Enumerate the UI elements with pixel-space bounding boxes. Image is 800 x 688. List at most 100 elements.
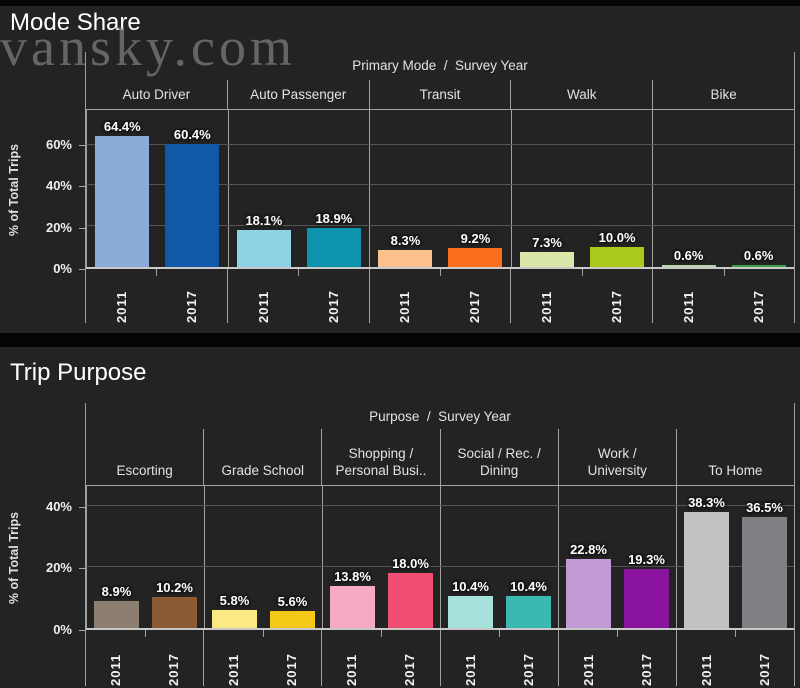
bar[interactable] bbox=[448, 596, 493, 628]
bar-value-label: 10.4% bbox=[510, 579, 547, 595]
year-slot: 2011 bbox=[236, 269, 290, 323]
chart-pane: 0.6% 0.6% bbox=[652, 110, 794, 267]
x-label-pane: 2011 2017 bbox=[675, 630, 794, 686]
x-label-pane: 2011 2017 bbox=[652, 269, 794, 323]
bar-value-label: 10.2% bbox=[156, 580, 193, 595]
y-tick-label: 40% bbox=[45, 178, 72, 194]
year-slot: 2011 bbox=[329, 630, 374, 686]
chart-pane: 8.9% 10.2% bbox=[86, 486, 204, 628]
bar-slot: 64.4% bbox=[95, 110, 150, 267]
chart-pane: 8.3% 9.2% bbox=[369, 110, 511, 267]
year-slot: 2017 bbox=[269, 630, 314, 686]
y-axis-ticks: 0% 20% 40% 60% bbox=[0, 110, 85, 276]
gridline bbox=[86, 225, 794, 227]
bar[interactable] bbox=[165, 143, 220, 267]
bar-value-label: 10.4% bbox=[452, 579, 489, 595]
column-header-title: Purpose / Survey Year bbox=[369, 409, 511, 424]
bar-slot: 5.8% bbox=[212, 486, 257, 628]
bar-slot: 10.2% bbox=[152, 486, 197, 628]
category-header: Auto Passenger bbox=[226, 80, 369, 109]
x-axis-year-label: 2017 bbox=[467, 290, 483, 323]
y-tick-mark bbox=[79, 145, 85, 147]
plot-area: Purpose / Survey Year Escorting Grade Sch… bbox=[85, 403, 795, 686]
x-axis-year-label: 2011 bbox=[108, 653, 124, 686]
bar-slot: 38.3% bbox=[684, 486, 729, 628]
category-header: Walk bbox=[510, 80, 652, 109]
year-slot: 2017 bbox=[151, 630, 196, 686]
bar[interactable] bbox=[212, 610, 257, 628]
y-tick-mark bbox=[79, 568, 85, 570]
bar[interactable] bbox=[624, 569, 669, 628]
year-slot: 2011 bbox=[94, 269, 148, 323]
bar[interactable] bbox=[520, 252, 575, 267]
x-axis-labels: 2011 2017 2011 2017 2011 2017 2011 2017 2011 2017… bbox=[86, 630, 794, 686]
bar-slot: 13.8% bbox=[330, 486, 375, 628]
year-slot: 2017 bbox=[164, 269, 218, 323]
bar[interactable] bbox=[306, 228, 361, 267]
bar-value-label: 22.8% bbox=[570, 541, 607, 557]
year-slot: 2017 bbox=[506, 630, 551, 686]
x-label-pane: 2011 2017 bbox=[321, 630, 439, 686]
bar[interactable] bbox=[94, 600, 139, 628]
bar-slot: 18.9% bbox=[306, 110, 361, 267]
bar-slot: 10.0% bbox=[590, 110, 645, 267]
year-slot: 2017 bbox=[448, 269, 502, 323]
y-tick-label: 60% bbox=[45, 137, 72, 153]
bar-slot: 19.3% bbox=[624, 486, 669, 628]
bar-value-label: 60.4% bbox=[173, 126, 211, 142]
bar[interactable] bbox=[661, 265, 716, 267]
bar-value-label: 38.3% bbox=[688, 494, 725, 510]
x-axis-year-label: 2017 bbox=[609, 290, 625, 323]
bar[interactable] bbox=[684, 511, 729, 628]
bar-slot: 0.6% bbox=[661, 110, 716, 267]
bar[interactable] bbox=[330, 586, 375, 628]
bar[interactable] bbox=[378, 250, 433, 267]
bar[interactable] bbox=[506, 596, 551, 628]
bar-value-label: 19.3% bbox=[628, 552, 665, 568]
bar[interactable] bbox=[448, 248, 503, 267]
top-separator bbox=[0, 0, 800, 6]
y-tick-label: 0% bbox=[53, 261, 72, 276]
x-axis-year-label: 2017 bbox=[638, 653, 654, 686]
bar-value-label: 36.5% bbox=[746, 500, 783, 516]
x-axis-year-label: 2011 bbox=[462, 653, 478, 686]
bar[interactable] bbox=[742, 517, 787, 628]
year-slot: 2011 bbox=[684, 630, 729, 686]
gridline bbox=[86, 143, 794, 145]
bar-slot: 22.8% bbox=[566, 486, 611, 628]
category-header: Grade School bbox=[203, 429, 321, 485]
category-header: Auto Driver bbox=[122, 87, 191, 103]
bar[interactable] bbox=[731, 265, 786, 267]
y-tick-mark bbox=[79, 269, 85, 270]
bar[interactable] bbox=[95, 135, 150, 267]
y-tick-mark bbox=[79, 227, 85, 229]
category-header-row: Escorting Grade School Shopping / Personal… bbox=[86, 429, 794, 486]
x-axis-year-label: 2017 bbox=[166, 653, 182, 686]
category-header-row: Auto Driver Auto Passenger Transit Walk Bike bbox=[86, 80, 794, 110]
bar[interactable] bbox=[270, 610, 315, 628]
bar-slot: 10.4% bbox=[506, 486, 551, 628]
year-slot: 2011 bbox=[520, 269, 574, 323]
x-axis-year-label: 2011 bbox=[226, 653, 242, 686]
x-label-pane: 2011 2017 bbox=[226, 269, 369, 323]
bar[interactable] bbox=[590, 246, 645, 267]
bar[interactable] bbox=[566, 558, 611, 628]
y-tick-label: 20% bbox=[45, 219, 72, 235]
chart-title: Mode Share bbox=[10, 9, 141, 36]
y-tick-mark bbox=[79, 506, 85, 508]
year-slot: 2017 bbox=[387, 630, 432, 686]
gridline bbox=[86, 184, 794, 186]
bar-value-label: 18.9% bbox=[315, 211, 353, 227]
bar-slot: 18.1% bbox=[236, 110, 291, 267]
column-header-title: Primary Mode / Survey Year bbox=[352, 58, 528, 73]
x-axis-year-label: 2011 bbox=[539, 290, 555, 323]
bar-value-label: 9.2% bbox=[460, 231, 491, 247]
bar-slot: 18.0% bbox=[388, 486, 433, 628]
bar[interactable] bbox=[236, 230, 291, 267]
bar[interactable] bbox=[152, 597, 197, 628]
chart-pane: 5.8% 5.6% bbox=[204, 486, 322, 628]
trip-purpose-chart: Trip Purpose % of Total Trips 0% 20% 40% P… bbox=[0, 347, 800, 688]
x-axis-year-label: 2011 bbox=[397, 290, 413, 323]
bar[interactable] bbox=[388, 573, 433, 628]
